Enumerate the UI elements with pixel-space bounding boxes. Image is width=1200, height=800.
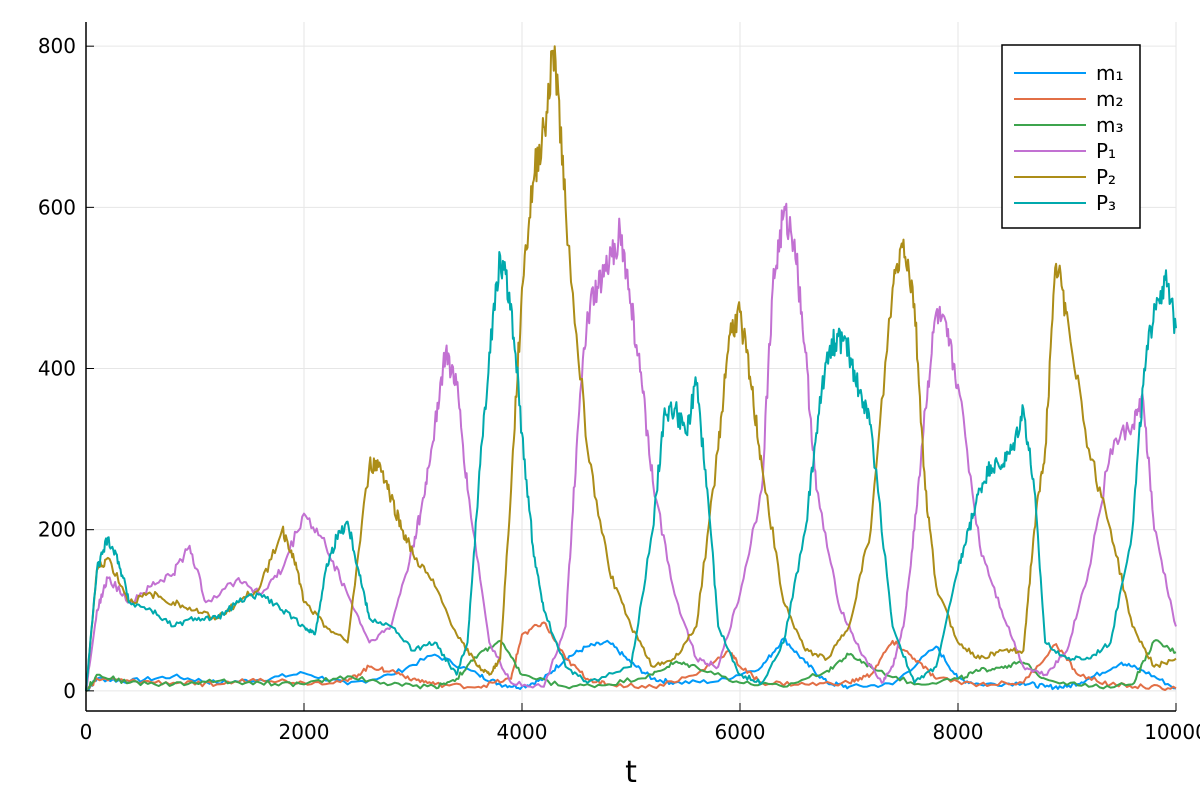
series-line-6	[85, 251, 1177, 691]
legend-box	[1001, 44, 1141, 229]
legend-label: m₁	[1096, 61, 1124, 85]
x-tick-label: 2000	[279, 720, 330, 744]
series-line-3	[85, 639, 1177, 692]
y-tick-label: 200	[38, 518, 76, 542]
axes	[85, 22, 1176, 712]
y-tick-label: 800	[38, 34, 76, 58]
legend-label: P₃	[1096, 191, 1116, 215]
grid	[85, 22, 1177, 711]
x-tick-label: 6000	[715, 720, 766, 744]
x-tick-label: 0	[80, 720, 93, 744]
series-lines	[85, 45, 1177, 692]
legend-label: m₂	[1096, 87, 1124, 111]
legend-label: P₂	[1096, 165, 1116, 189]
y-tick-label: 400	[38, 357, 76, 381]
x-tick-label: 8000	[933, 720, 984, 744]
x-tick-label: 4000	[497, 720, 548, 744]
legend-label: m₃	[1096, 113, 1124, 137]
series-line-5	[85, 45, 1177, 691]
y-tick-label: 0	[63, 679, 76, 703]
legend-label: P₁	[1096, 139, 1116, 163]
y-tick-label: 600	[38, 195, 76, 219]
series-line-4	[85, 202, 1177, 692]
x-axis-label: t	[625, 755, 637, 790]
